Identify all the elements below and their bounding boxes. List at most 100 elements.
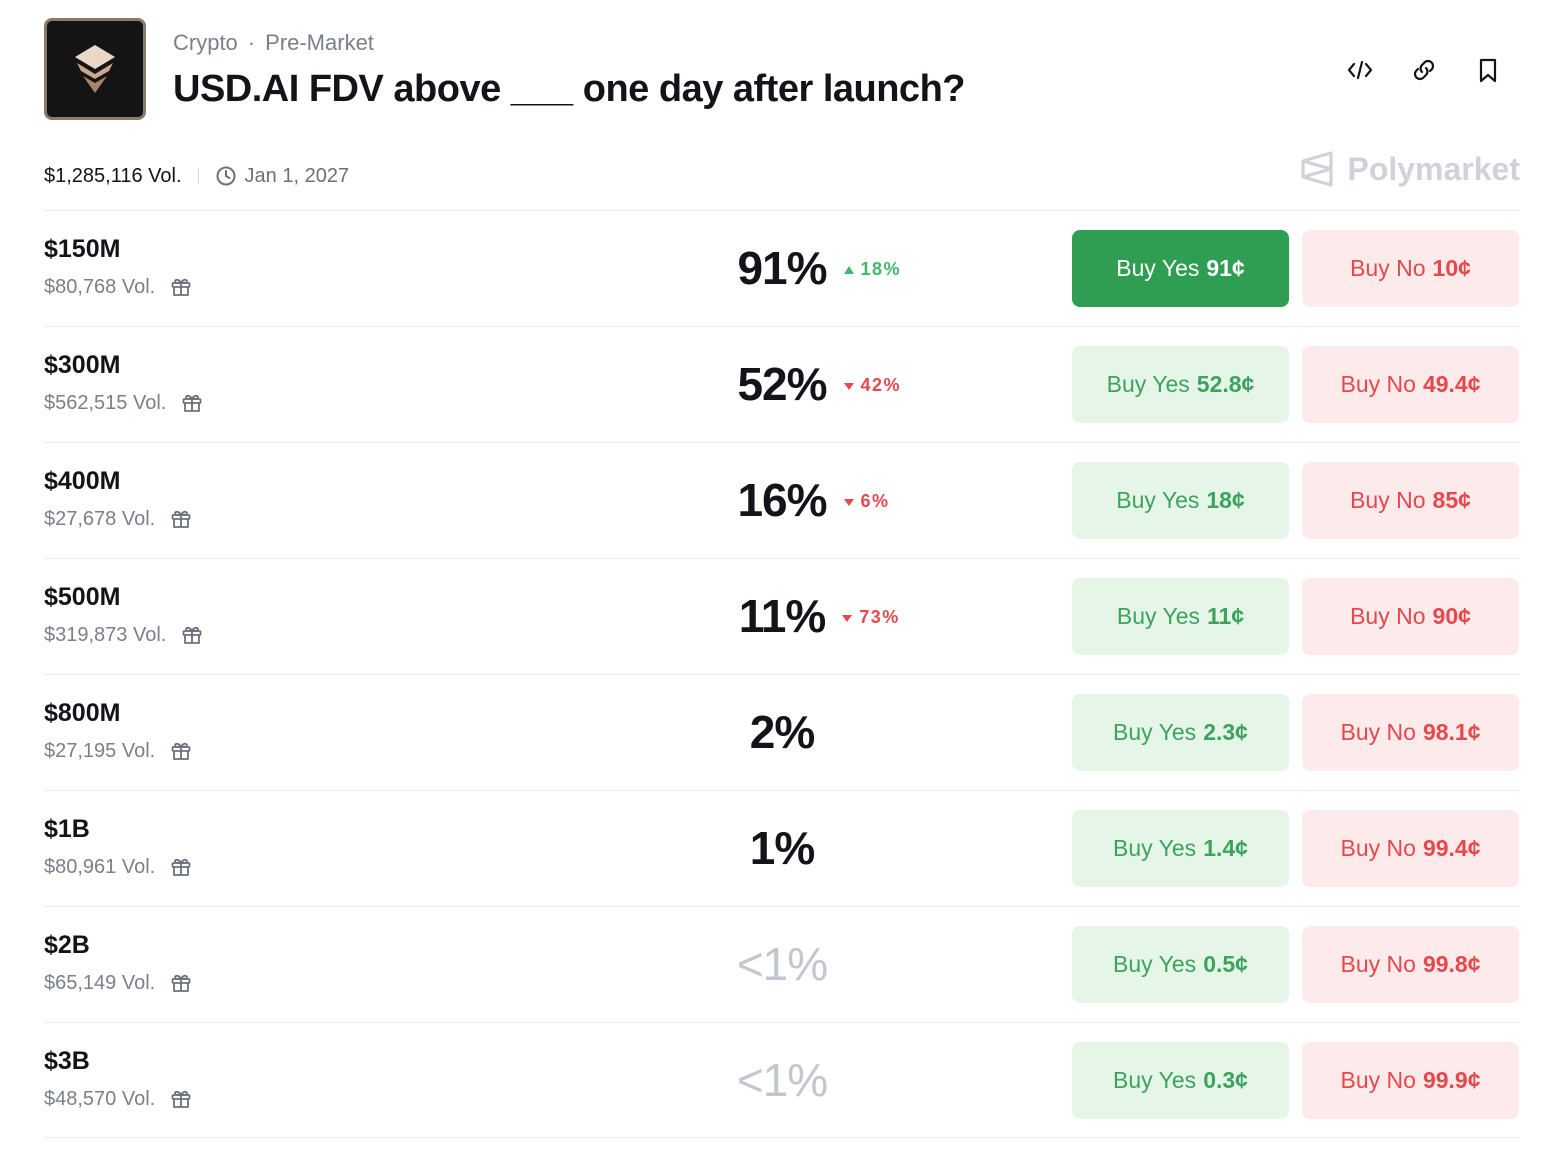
- buy-yes-label: Buy Yes: [1106, 371, 1190, 397]
- link-icon[interactable]: [1406, 52, 1442, 88]
- outcome-row[interactable]: $500M $319,873 Vol. 11% 73% Buy Yes 11¢ …: [44, 558, 1520, 674]
- outcome-row[interactable]: $1B $80,961 Vol. 1% Buy Yes 1.4¢ Buy No …: [44, 790, 1520, 906]
- buy-no-button[interactable]: Buy No 10¢: [1302, 230, 1519, 307]
- outcome-volume-text: $80,961 Vol.: [44, 855, 156, 878]
- buy-yes-price: 0.3¢: [1203, 1067, 1248, 1093]
- buy-no-label: Buy No: [1350, 255, 1426, 281]
- buy-no-label: Buy No: [1340, 719, 1416, 745]
- outcome-probability: 11%: [738, 590, 827, 642]
- arrow-down-icon: [842, 614, 853, 622]
- gift-icon[interactable]: [169, 855, 193, 879]
- buy-no-button[interactable]: Buy No 99.9¢: [1302, 1042, 1519, 1119]
- total-volume: $1,285,116 Vol.: [44, 164, 182, 187]
- gift-icon[interactable]: [169, 971, 193, 995]
- buy-yes-button[interactable]: Buy Yes 1.4¢: [1072, 810, 1289, 887]
- gift-icon[interactable]: [169, 1087, 193, 1111]
- outcome-row[interactable]: $300M $562,515 Vol. 52% 42% Buy Yes 52.8…: [44, 326, 1520, 442]
- clock-icon: [216, 166, 236, 186]
- outcome-volume-text: $80,768 Vol.: [44, 275, 156, 298]
- gift-icon[interactable]: [169, 739, 193, 763]
- buy-no-label: Buy No: [1340, 835, 1416, 861]
- outcome-label: $500M: [44, 583, 121, 611]
- change-indicator: 42%: [843, 375, 902, 396]
- gift-icon[interactable]: [180, 623, 204, 647]
- buy-yes-button[interactable]: Buy Yes 11¢: [1072, 578, 1289, 655]
- header-actions: [1342, 52, 1506, 88]
- bookmark-icon[interactable]: [1470, 52, 1506, 88]
- buy-no-button[interactable]: Buy No 98.1¢: [1302, 694, 1519, 771]
- outcome-row[interactable]: $2B $65,149 Vol. <1% Buy Yes 0.5¢ Buy No…: [44, 906, 1520, 1022]
- outcome-volume-text: $48,570 Vol.: [44, 1087, 156, 1110]
- polymarket-brand[interactable]: Polymarket: [1299, 150, 1520, 188]
- buy-no-button[interactable]: Buy No 99.4¢: [1302, 810, 1519, 887]
- buy-no-button[interactable]: Buy No 90¢: [1302, 578, 1519, 655]
- buy-yes-label: Buy Yes: [1113, 951, 1197, 977]
- outcome-probability: 2%: [749, 706, 815, 758]
- buy-yes-label: Buy Yes: [1116, 487, 1200, 513]
- outcome-probability: 52%: [737, 358, 827, 410]
- gift-icon[interactable]: [180, 391, 204, 415]
- buy-no-button[interactable]: Buy No 99.8¢: [1302, 926, 1519, 1003]
- outcome-label: $800M: [44, 699, 121, 727]
- buy-yes-button[interactable]: Buy Yes 91¢: [1072, 230, 1289, 307]
- market-meta: $1,285,116 Vol. Jan 1, 2027 Polymarket: [44, 151, 1520, 194]
- outcome-volume-text: $27,678 Vol.: [44, 507, 156, 530]
- outcome-label: $400M: [44, 467, 121, 495]
- outcome-label: $2B: [44, 931, 90, 959]
- buy-yes-button[interactable]: Buy Yes 52.8¢: [1072, 346, 1289, 423]
- buy-no-price: 99.9¢: [1422, 1067, 1481, 1093]
- outcome-row[interactable]: $400M $27,678 Vol. 16% 6% Buy Yes 18¢ Bu…: [44, 442, 1520, 558]
- breadcrumb-separator: ·: [247, 30, 256, 55]
- outcome-volume: $80,768 Vol.: [44, 275, 193, 299]
- change-indicator: 18%: [843, 259, 902, 280]
- buy-no-label: Buy No: [1340, 1067, 1416, 1093]
- brand-name: Polymarket: [1347, 150, 1520, 187]
- outcome-volume-text: $562,515 Vol.: [44, 391, 167, 414]
- outcome-row[interactable]: $3B $48,570 Vol. <1% Buy Yes 0.3¢ Buy No…: [44, 1022, 1520, 1138]
- buy-no-button[interactable]: Buy No 49.4¢: [1302, 346, 1519, 423]
- outcome-probability: 1%: [749, 822, 815, 874]
- buy-yes-price: 1.4¢: [1203, 835, 1248, 861]
- buy-yes-price: 52.8¢: [1196, 371, 1255, 397]
- outcome-volume: $27,195 Vol.: [44, 739, 193, 763]
- change-value: 18%: [860, 259, 902, 279]
- outcome-volume-text: $319,873 Vol.: [44, 623, 167, 646]
- buy-yes-label: Buy Yes: [1116, 255, 1200, 281]
- usdai-logo-icon: [75, 45, 115, 93]
- outcome-label: $3B: [44, 1047, 90, 1075]
- embed-icon[interactable]: [1342, 52, 1378, 88]
- buy-yes-label: Buy Yes: [1113, 835, 1197, 861]
- buy-yes-button[interactable]: Buy Yes 0.3¢: [1072, 1042, 1289, 1119]
- page-title: USD.AI FDV above ___ one day after launc…: [173, 68, 966, 110]
- market-header: Crypto · Pre-Market USD.AI FDV above ___…: [44, 18, 1520, 120]
- buy-no-price: 90¢: [1432, 603, 1471, 629]
- buy-yes-button[interactable]: Buy Yes 18¢: [1072, 462, 1289, 539]
- outcome-row[interactable]: $150M $80,768 Vol. 91% 18% Buy Yes 91¢ B…: [44, 210, 1520, 326]
- buy-yes-price: 11¢: [1207, 603, 1245, 629]
- buy-no-price: 85¢: [1432, 487, 1471, 513]
- breadcrumb-category[interactable]: Crypto: [173, 30, 238, 55]
- outcome-probability: <1%: [736, 938, 828, 990]
- outcome-volume: $562,515 Vol.: [44, 391, 204, 415]
- outcome-volume: $48,570 Vol.: [44, 1087, 193, 1111]
- outcome-volume: $319,873 Vol.: [44, 623, 204, 647]
- arrow-down-icon: [843, 498, 854, 506]
- buy-no-button[interactable]: Buy No 85¢: [1302, 462, 1519, 539]
- outcome-probability: <1%: [736, 1054, 828, 1106]
- breadcrumb-subcategory[interactable]: Pre-Market: [265, 30, 374, 55]
- outcome-row[interactable]: $800M $27,195 Vol. 2% Buy Yes 2.3¢ Buy N…: [44, 674, 1520, 790]
- buy-yes-button[interactable]: Buy Yes 0.5¢: [1072, 926, 1289, 1003]
- outcome-volume: $27,678 Vol.: [44, 507, 193, 531]
- outcome-label: $150M: [44, 235, 121, 263]
- outcome-volume: $65,149 Vol.: [44, 971, 193, 995]
- outcome-label: $1B: [44, 815, 90, 843]
- buy-yes-label: Buy Yes: [1113, 719, 1197, 745]
- change-indicator: 6%: [843, 491, 890, 512]
- gift-icon[interactable]: [169, 507, 193, 531]
- buy-yes-label: Buy Yes: [1116, 603, 1201, 629]
- gift-icon[interactable]: [169, 275, 193, 299]
- buy-yes-price: 18¢: [1206, 487, 1245, 513]
- outcome-list: $150M $80,768 Vol. 91% 18% Buy Yes 91¢ B…: [44, 210, 1520, 1138]
- buy-yes-button[interactable]: Buy Yes 2.3¢: [1072, 694, 1289, 771]
- arrow-up-icon: [843, 265, 854, 274]
